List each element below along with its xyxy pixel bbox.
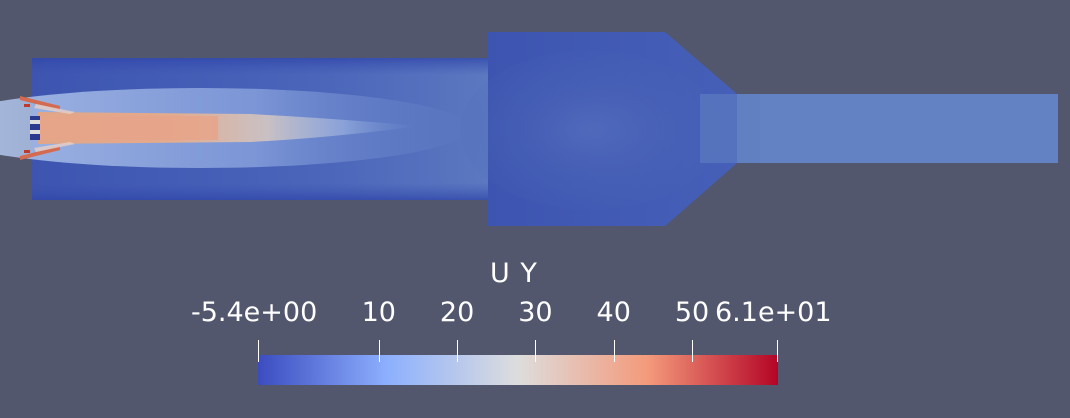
nozzle-upper-stream xyxy=(34,104,75,114)
colorbar-tick-label: 50 xyxy=(674,297,710,328)
colorbar-tick xyxy=(692,340,693,362)
colorbar-tick-max xyxy=(777,340,778,362)
nozzle-tip-1 xyxy=(24,104,30,107)
colorbar-tick xyxy=(535,340,536,362)
colorbar-tick xyxy=(614,340,615,362)
nozzle-upper xyxy=(20,96,60,110)
colorbar-tick xyxy=(457,340,458,362)
jet-core-hot xyxy=(38,116,218,140)
injector-slot-2 xyxy=(30,130,40,134)
jet-plume xyxy=(0,88,470,168)
injector-body xyxy=(30,116,40,140)
chamber-mixing-zone xyxy=(460,50,720,210)
colorbar-gradient xyxy=(258,355,778,385)
throat-region xyxy=(700,94,760,163)
colorbar-title: U Y xyxy=(490,258,538,289)
nozzle-lower xyxy=(20,146,60,160)
colorbar-max-label: 6.1e+01 xyxy=(715,297,832,328)
colorbar-tick-label: 40 xyxy=(596,297,631,328)
colorbar-min-label: -5.4e+00 xyxy=(191,297,318,328)
colorbar-tick-min xyxy=(258,340,259,362)
colorbar-tick-label: 10 xyxy=(361,297,396,328)
nozzle-lower-stream xyxy=(34,142,75,152)
colorbar-tick-label: 30 xyxy=(518,297,553,328)
colorbar-tick xyxy=(379,340,380,362)
injector-nozzles xyxy=(20,96,75,160)
injector-slot-1 xyxy=(30,120,40,124)
outlet-section xyxy=(737,94,1058,163)
colorbar-tick-label: 20 xyxy=(439,297,475,328)
nozzle-tip-2 xyxy=(24,150,30,153)
colorbar-ticks xyxy=(258,340,778,362)
